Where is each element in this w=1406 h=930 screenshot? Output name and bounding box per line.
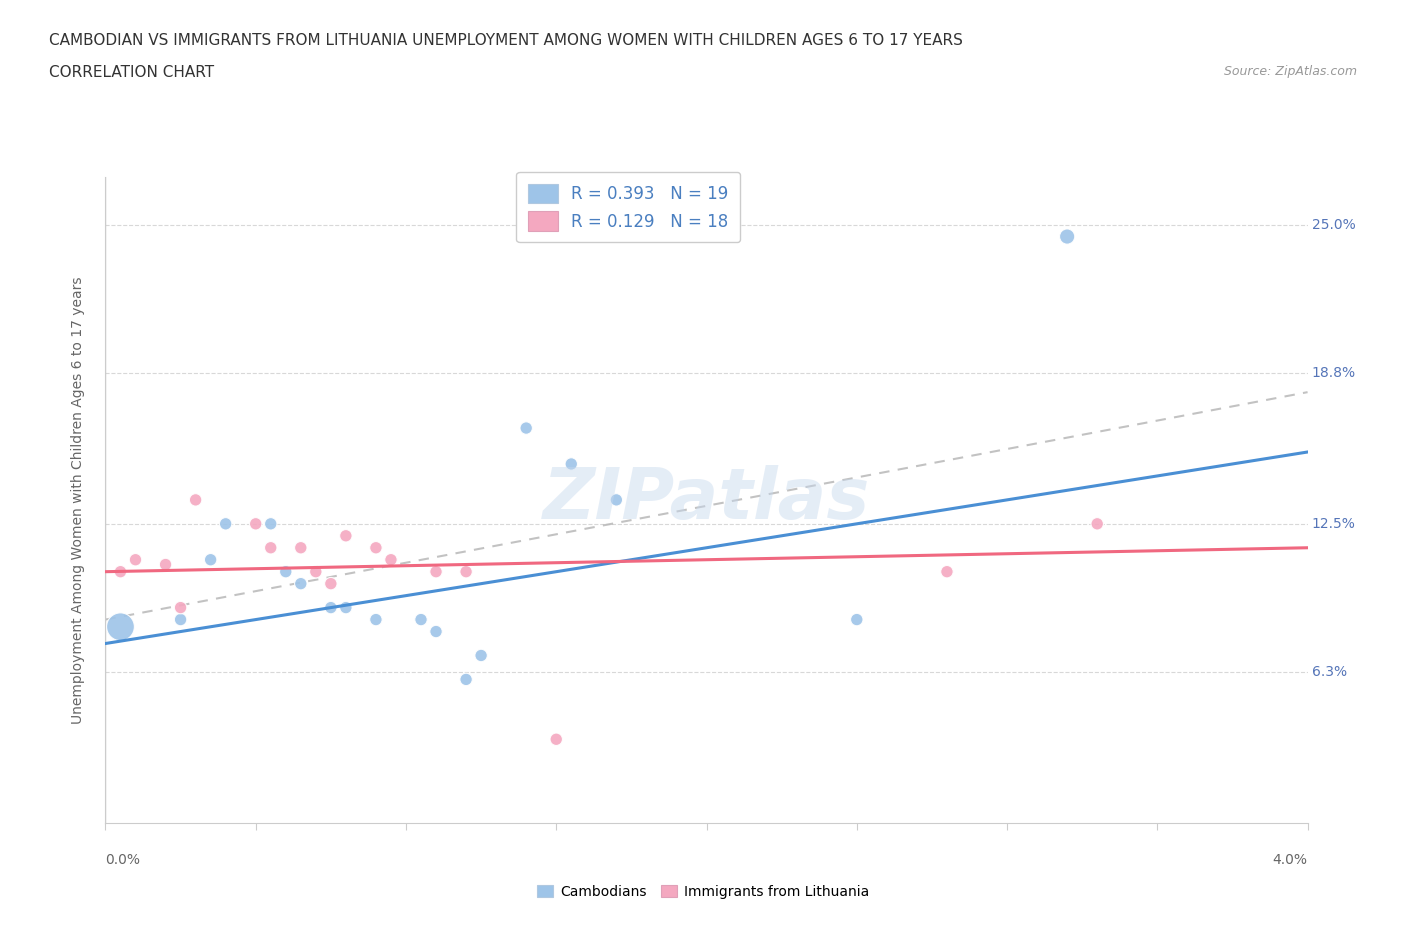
Point xyxy=(155,557,177,572)
Point xyxy=(124,552,146,567)
Point xyxy=(290,540,312,555)
Y-axis label: Unemployment Among Women with Children Ages 6 to 17 years: Unemployment Among Women with Children A… xyxy=(70,276,84,724)
Point xyxy=(425,565,447,579)
Point xyxy=(1085,516,1108,531)
Text: CORRELATION CHART: CORRELATION CHART xyxy=(49,65,214,80)
Point xyxy=(454,672,477,687)
Point xyxy=(260,540,283,555)
Point xyxy=(515,420,537,435)
Point xyxy=(845,612,868,627)
Point xyxy=(110,619,132,634)
Text: 12.5%: 12.5% xyxy=(1312,517,1355,531)
Point xyxy=(169,612,191,627)
Point xyxy=(546,732,568,747)
Legend: R = 0.393   N = 19, R = 0.129   N = 18: R = 0.393 N = 19, R = 0.129 N = 18 xyxy=(516,172,741,243)
Point xyxy=(245,516,267,531)
Point xyxy=(470,648,492,663)
Point xyxy=(169,600,191,615)
Point xyxy=(454,565,477,579)
Point xyxy=(319,577,342,591)
Point xyxy=(409,612,432,627)
Legend: Cambodians, Immigrants from Lithuania: Cambodians, Immigrants from Lithuania xyxy=(531,880,875,905)
Point xyxy=(1056,229,1078,244)
Point xyxy=(335,600,357,615)
Text: ZIPatlas: ZIPatlas xyxy=(543,465,870,535)
Point xyxy=(605,493,627,508)
Point xyxy=(364,540,387,555)
Point xyxy=(260,516,283,531)
Point xyxy=(364,612,387,627)
Point xyxy=(380,552,402,567)
Point xyxy=(200,552,222,567)
Text: 18.8%: 18.8% xyxy=(1312,366,1355,380)
Point xyxy=(335,528,357,543)
Point xyxy=(319,600,342,615)
Point xyxy=(936,565,959,579)
Text: CAMBODIAN VS IMMIGRANTS FROM LITHUANIA UNEMPLOYMENT AMONG WOMEN WITH CHILDREN AG: CAMBODIAN VS IMMIGRANTS FROM LITHUANIA U… xyxy=(49,33,963,47)
Text: 6.3%: 6.3% xyxy=(1312,665,1347,679)
Point xyxy=(110,565,132,579)
Text: Source: ZipAtlas.com: Source: ZipAtlas.com xyxy=(1223,65,1357,78)
Point xyxy=(290,577,312,591)
Point xyxy=(274,565,297,579)
Point xyxy=(214,516,236,531)
Point xyxy=(305,565,328,579)
Point xyxy=(184,493,207,508)
Text: 0.0%: 0.0% xyxy=(105,853,141,867)
Text: 25.0%: 25.0% xyxy=(1312,218,1355,232)
Point xyxy=(425,624,447,639)
Text: 4.0%: 4.0% xyxy=(1272,853,1308,867)
Point xyxy=(560,457,582,472)
